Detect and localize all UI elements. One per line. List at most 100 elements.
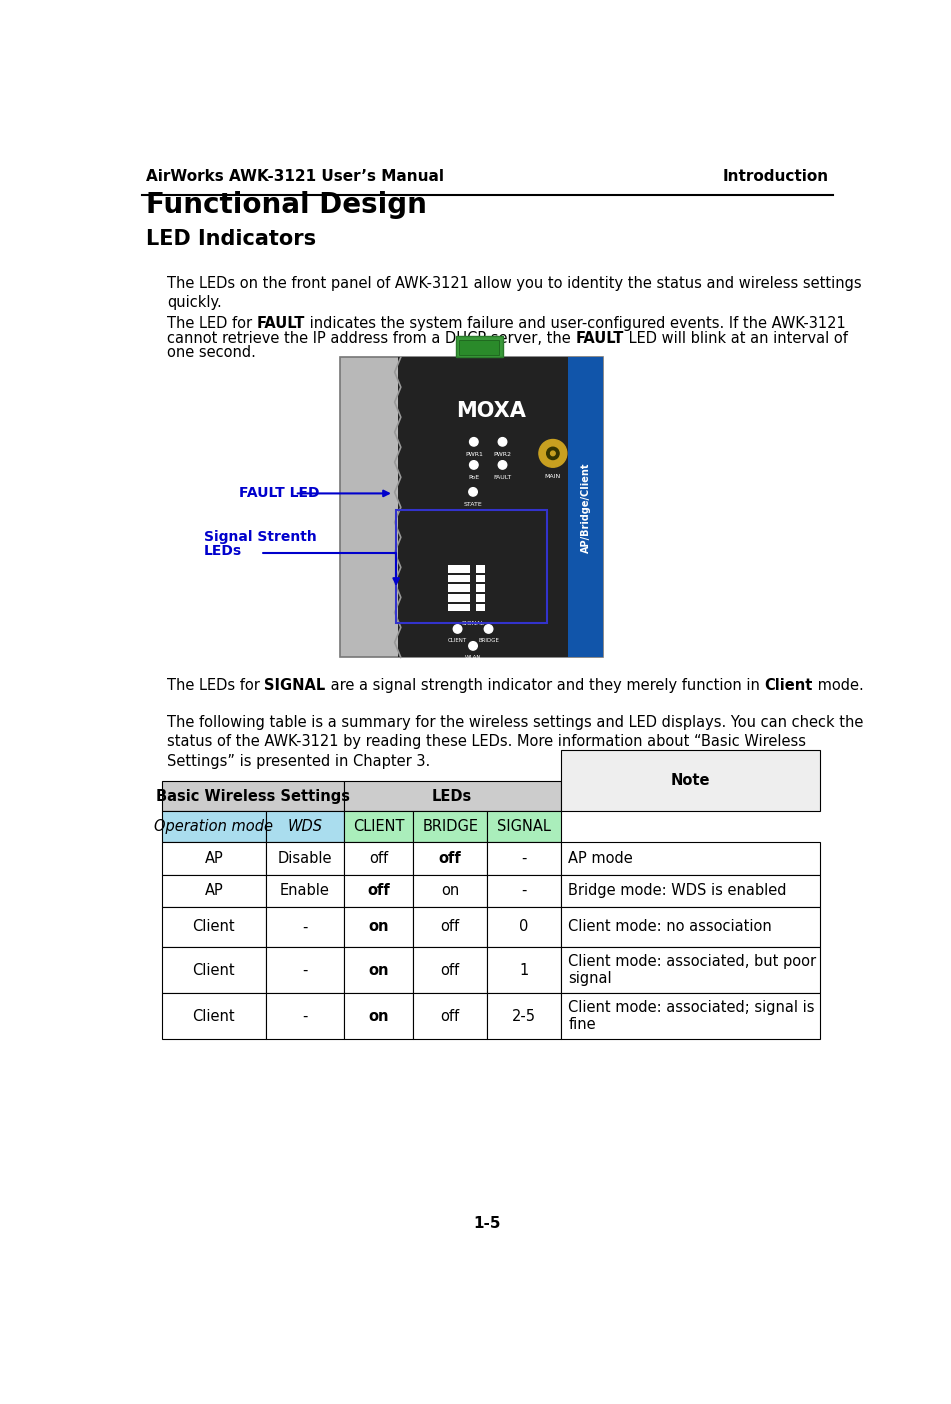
- Text: on: on: [368, 1008, 389, 1024]
- Bar: [162, 842, 266, 875]
- Text: Enable: Enable: [280, 883, 330, 899]
- Text: Client: Client: [192, 963, 235, 977]
- Bar: [487, 993, 561, 1039]
- Bar: [343, 781, 561, 812]
- Text: Operation mode: Operation mode: [154, 820, 273, 834]
- Text: Basic Wireless Settings: Basic Wireless Settings: [156, 789, 350, 803]
- Text: indicates the system failure and user-configured events. If the AWK-3121: indicates the system failure and user-co…: [305, 316, 845, 331]
- Bar: [266, 875, 343, 907]
- Text: Bridge mode: WDS is enabled: Bridge mode: WDS is enabled: [569, 883, 786, 899]
- Text: off: off: [438, 851, 461, 866]
- Text: Functional Design: Functional Design: [146, 191, 427, 219]
- Bar: [414, 993, 487, 1039]
- Bar: [266, 812, 343, 842]
- Text: off: off: [440, 963, 459, 977]
- Text: BRIDGE: BRIDGE: [422, 820, 478, 834]
- Text: Introduction: Introduction: [723, 168, 828, 184]
- Bar: [561, 842, 821, 875]
- Circle shape: [498, 461, 507, 469]
- Bar: [487, 812, 561, 842]
- Bar: [398, 357, 603, 657]
- Text: Client: Client: [192, 1008, 235, 1024]
- Text: AP mode: AP mode: [569, 851, 633, 866]
- Text: The LEDs for: The LEDs for: [167, 678, 264, 694]
- Circle shape: [470, 461, 478, 469]
- Text: BRIDGE: BRIDGE: [478, 639, 499, 643]
- Text: off: off: [440, 920, 459, 935]
- Text: off: off: [369, 851, 388, 866]
- Text: PoE: PoE: [468, 475, 479, 480]
- Text: are a signal strength indicator and they merely function in: are a signal strength indicator and they…: [325, 678, 765, 694]
- Text: FAULT: FAULT: [257, 316, 305, 331]
- Text: Signal Strenth: Signal Strenth: [204, 531, 317, 545]
- Text: LED will blink at an interval of: LED will blink at an interval of: [624, 330, 847, 345]
- Text: mode.: mode.: [812, 678, 864, 694]
- Text: FAULT LED: FAULT LED: [239, 486, 320, 500]
- Text: MAIN: MAIN: [545, 475, 561, 479]
- Text: on: on: [441, 883, 459, 899]
- Text: WLAN: WLAN: [465, 656, 481, 660]
- Text: off: off: [440, 1008, 459, 1024]
- Bar: [343, 875, 414, 907]
- Bar: [343, 812, 414, 842]
- Text: AP: AP: [204, 851, 223, 866]
- Text: Client mode: associated; signal is
fine: Client mode: associated; signal is fine: [569, 1000, 815, 1032]
- Circle shape: [454, 625, 462, 633]
- Text: LEDs: LEDs: [204, 545, 243, 559]
- Bar: [343, 842, 414, 875]
- Bar: [162, 946, 266, 993]
- Bar: [476, 584, 485, 592]
- Bar: [459, 340, 499, 355]
- Text: -: -: [302, 920, 307, 935]
- Text: Disable: Disable: [278, 851, 332, 866]
- Bar: [343, 946, 414, 993]
- Bar: [487, 946, 561, 993]
- Text: -: -: [302, 963, 307, 977]
- Bar: [448, 574, 470, 583]
- Text: Client: Client: [765, 678, 812, 694]
- Text: MOXA: MOXA: [456, 402, 526, 421]
- Text: 2-5: 2-5: [512, 1008, 535, 1024]
- Bar: [414, 842, 487, 875]
- Bar: [397, 510, 547, 623]
- Bar: [414, 875, 487, 907]
- Bar: [162, 781, 343, 812]
- Text: SIGNAL: SIGNAL: [496, 820, 551, 834]
- Bar: [487, 907, 561, 946]
- Bar: [343, 993, 414, 1039]
- Bar: [266, 842, 343, 875]
- Text: CLIENT: CLIENT: [353, 820, 404, 834]
- Bar: [162, 812, 266, 842]
- Text: The LEDs on the front panel of AWK-3121 allow you to identity the status and wir: The LEDs on the front panel of AWK-3121 …: [167, 277, 862, 310]
- Text: CLIENT: CLIENT: [448, 639, 467, 643]
- Bar: [476, 604, 485, 611]
- Text: FAULT: FAULT: [494, 475, 512, 480]
- Text: FAULT: FAULT: [575, 330, 624, 345]
- Text: one second.: one second.: [167, 345, 256, 359]
- Bar: [448, 564, 470, 573]
- Text: Client mode: associated, but poor
signal: Client mode: associated, but poor signal: [569, 953, 817, 986]
- Bar: [448, 594, 470, 601]
- Text: LED Indicators: LED Indicators: [146, 229, 316, 250]
- Text: Client mode: no association: Client mode: no association: [569, 920, 772, 935]
- Text: AirWorks AWK-3121 User’s Manual: AirWorks AWK-3121 User’s Manual: [146, 168, 444, 184]
- Circle shape: [469, 487, 477, 496]
- Bar: [162, 907, 266, 946]
- Text: SIGNAL: SIGNAL: [264, 678, 325, 694]
- Bar: [561, 750, 821, 812]
- Text: 0: 0: [519, 920, 529, 935]
- Bar: [414, 946, 487, 993]
- Text: AP: AP: [204, 883, 223, 899]
- Circle shape: [469, 642, 477, 650]
- Bar: [456, 336, 503, 357]
- Bar: [266, 907, 343, 946]
- Text: The LED for: The LED for: [167, 316, 257, 331]
- Bar: [561, 993, 821, 1039]
- Text: STATE: STATE: [464, 501, 482, 507]
- Bar: [266, 946, 343, 993]
- Text: AP/Bridge/Client: AP/Bridge/Client: [581, 462, 592, 553]
- Bar: [266, 993, 343, 1039]
- Bar: [569, 357, 603, 657]
- Text: 1-5: 1-5: [474, 1216, 501, 1231]
- Circle shape: [484, 625, 493, 633]
